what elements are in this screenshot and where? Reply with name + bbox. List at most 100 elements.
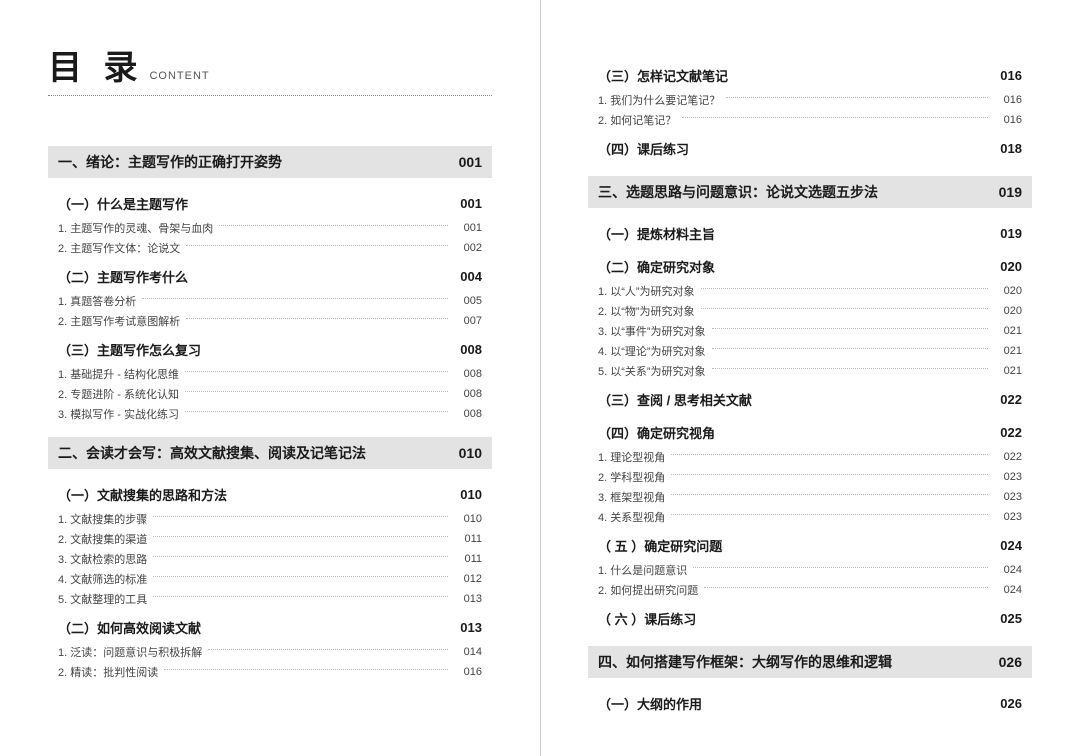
section-title: （一）提炼材料主旨 <box>598 224 988 243</box>
toc-header: 目 录 CONTENT <box>48 40 492 89</box>
item-row: 3. 以“事件”为研究对象 021 <box>588 322 1032 340</box>
toc-title-sub: CONTENT <box>149 70 209 82</box>
item-row: 2. 主题写作考试意图解析007 <box>48 312 492 330</box>
item-page: 016 <box>994 94 1022 106</box>
item-dots <box>671 454 988 455</box>
section-page: 024 <box>988 538 1022 553</box>
item-title: 5. 文献整理的工具 <box>58 591 147 607</box>
chapter-row: 三、选题思路与问题意识：论说文选题五步法 019 <box>588 176 1032 208</box>
item-title: 4. 关系型视角 <box>598 509 665 525</box>
item-title: 1. 什么是问题意识 <box>598 562 687 578</box>
item-page: 013 <box>454 593 482 605</box>
chapter-row: 四、如何搭建写作框架：大纲写作的思维和逻辑 026 <box>588 646 1032 678</box>
item-row: 4. 文献筛选的标准012 <box>48 570 492 588</box>
item-page: 021 <box>994 325 1022 337</box>
section-row: （一）提炼材料主旨 019 <box>588 220 1032 247</box>
item-page: 023 <box>994 491 1022 503</box>
item-dots <box>671 474 988 475</box>
section-title: （三）怎样记文献笔记 <box>598 66 988 85</box>
item-title: 2. 如何提出研究问题 <box>598 582 698 598</box>
item-dots <box>142 298 448 299</box>
item-row: 3. 文献检索的思路011 <box>48 550 492 568</box>
chapter-row: 二、会读才会写：高效文献搜集、阅读及记笔记法 010 <box>48 437 492 469</box>
chapter-title: 一、绪论：主题写作的正确打开姿势 <box>58 152 448 172</box>
item-title: 3. 模拟写作 - 实战化练习 <box>58 406 179 422</box>
item-title: 1. 基础提升 - 结构化思维 <box>58 366 179 382</box>
item-title: 2. 精读：批判性阅读 <box>58 664 158 680</box>
item-dots <box>164 669 448 670</box>
item-title: 3. 框架型视角 <box>598 489 665 505</box>
section-title: （二）确定研究对象 <box>598 257 988 276</box>
section-row: （一）大纲的作用 026 <box>588 690 1032 717</box>
chapter-page: 010 <box>448 445 482 461</box>
section-title: （ 六 ）课后练习 <box>598 609 988 628</box>
section-page: 022 <box>988 392 1022 407</box>
item-title: 1. 真题答卷分析 <box>58 293 136 309</box>
item-dots <box>153 536 448 537</box>
item-title: 1. 主题写作的灵魂、骨架与血肉 <box>58 220 213 236</box>
item-page: 011 <box>454 553 482 565</box>
item-page: 007 <box>454 315 482 327</box>
section-title: （二）主题写作考什么 <box>58 267 448 286</box>
item-page: 008 <box>454 368 482 380</box>
item-page: 016 <box>994 114 1022 126</box>
item-row: 2. 精读：批判性阅读 016 <box>48 663 492 681</box>
item-row: 3. 模拟写作 - 实战化练习 008 <box>48 405 492 423</box>
item-page: 020 <box>994 305 1022 317</box>
item-page: 023 <box>994 511 1022 523</box>
section-page: 026 <box>988 696 1022 711</box>
item-dots <box>682 117 988 118</box>
item-row: 1. 泛读：问题意识与积极拆解014 <box>48 643 492 661</box>
section-page: 016 <box>988 68 1022 83</box>
item-row: 2. 学科型视角023 <box>588 468 1032 486</box>
item-dots <box>208 649 448 650</box>
item-dots <box>671 514 988 515</box>
section-page: 019 <box>988 226 1022 241</box>
item-page: 010 <box>454 513 482 525</box>
section-title: （一）大纲的作用 <box>598 694 988 713</box>
section-row: （四）课后练习 018 <box>588 135 1032 162</box>
section-page: 025 <box>988 611 1022 626</box>
chapter-title: 三、选题思路与问题意识：论说文选题五步法 <box>598 182 988 202</box>
section-page: 018 <box>988 141 1022 156</box>
chapter-page: 001 <box>448 154 482 170</box>
item-row: 1. 真题答卷分析 005 <box>48 292 492 310</box>
item-row: 1. 文献搜集的步骤010 <box>48 510 492 528</box>
item-row: 2. 如何记笔记？016 <box>588 111 1032 129</box>
section-page: 020 <box>988 259 1022 274</box>
item-page: 008 <box>454 408 482 420</box>
section-title: （一）文献搜集的思路和方法 <box>58 485 448 504</box>
page-right: （三）怎样记文献笔记 016 1. 我们为什么要记笔记？016 2. 如何记笔记… <box>540 0 1080 756</box>
item-title: 5. 以“关系”为研究对象 <box>598 363 706 379</box>
item-dots <box>671 494 988 495</box>
item-page: 016 <box>454 666 482 678</box>
item-title: 3. 以“事件”为研究对象 <box>598 323 706 339</box>
item-title: 2. 以“物”为研究对象 <box>598 303 695 319</box>
section-title: （一）什么是主题写作 <box>58 194 448 213</box>
section-page: 004 <box>448 269 482 284</box>
item-page: 005 <box>454 295 482 307</box>
section-title: （三）查阅 / 思考相关文献 <box>598 390 988 409</box>
section-page: 010 <box>448 487 482 502</box>
chapter-page: 019 <box>988 184 1022 200</box>
section-row: （二）如何高效阅读文献 013 <box>48 614 492 641</box>
item-row: 2. 专题进阶 - 系统化认知008 <box>48 385 492 403</box>
item-page: 001 <box>454 222 482 234</box>
item-dots <box>704 587 988 588</box>
item-dots <box>185 411 448 412</box>
item-page: 011 <box>454 533 482 545</box>
item-row: 5. 文献整理的工具 013 <box>48 590 492 608</box>
item-page: 022 <box>994 451 1022 463</box>
chapter-title: 四、如何搭建写作框架：大纲写作的思维和逻辑 <box>598 652 988 672</box>
item-dots <box>712 368 988 369</box>
section-row: （一）文献搜集的思路和方法 010 <box>48 481 492 508</box>
section-row: （三）怎样记文献笔记 016 <box>588 62 1032 89</box>
item-dots <box>185 371 448 372</box>
item-title: 2. 学科型视角 <box>598 469 665 485</box>
section-row: （一）什么是主题写作 001 <box>48 190 492 217</box>
item-row: 1. 主题写作的灵魂、骨架与血肉 001 <box>48 219 492 237</box>
item-title: 4. 文献筛选的标准 <box>58 571 147 587</box>
header-dotline <box>48 95 492 96</box>
section-page: 022 <box>988 425 1022 440</box>
item-page: 014 <box>454 646 482 658</box>
